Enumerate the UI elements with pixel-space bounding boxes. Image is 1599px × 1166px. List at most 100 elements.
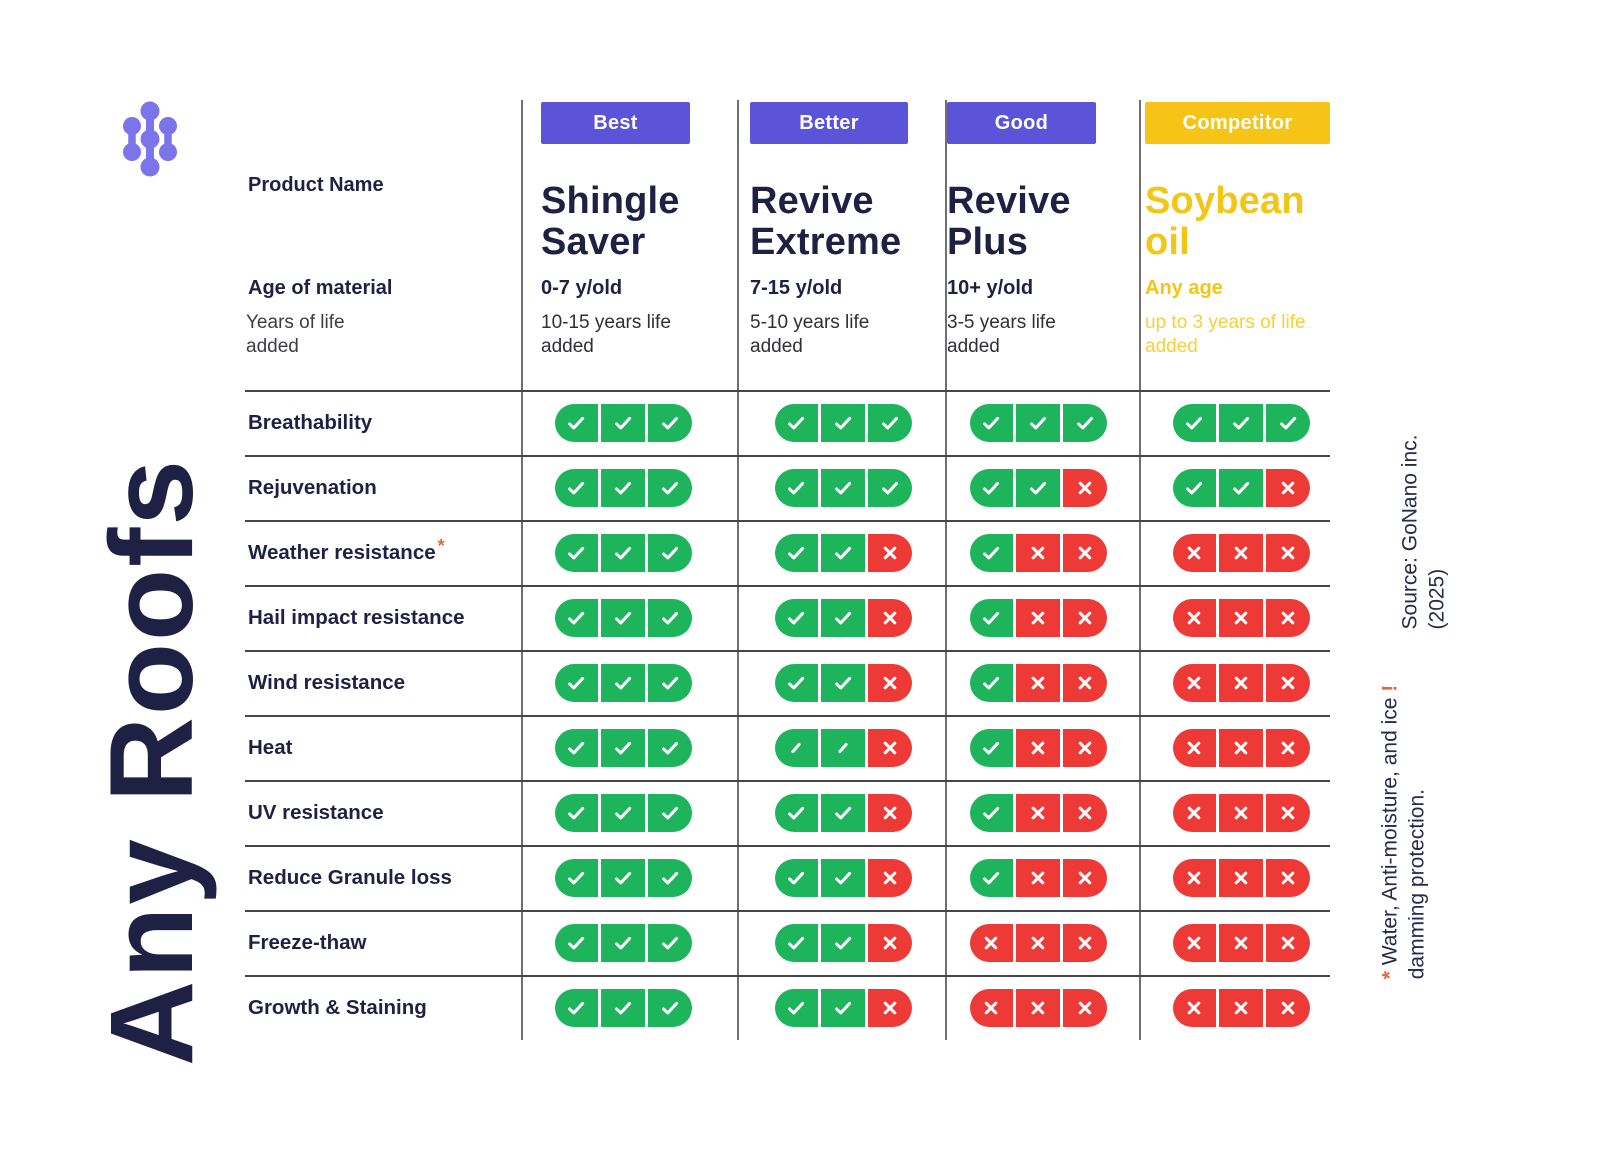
rating-pill: [1172, 988, 1310, 1027]
product-life: 5-10 years life added: [750, 312, 870, 358]
pill-segment-check: [1219, 403, 1263, 442]
pill-segment-x: [1062, 663, 1107, 702]
x-icon: [883, 676, 896, 689]
check-icon: [568, 936, 585, 949]
check-icon: [615, 1001, 632, 1014]
rating-pill: [969, 598, 1107, 637]
source-note-line1: Source: GoNano inc.: [1398, 434, 1422, 630]
check-icon: [788, 871, 805, 884]
rating-pill: [1172, 858, 1310, 897]
pill-segment-x: [1265, 663, 1310, 702]
check-icon: [615, 741, 632, 754]
pill-segment-check: [601, 403, 645, 442]
rating-pill: [969, 923, 1107, 962]
pill-segment-x: [1265, 858, 1310, 897]
row-label: Hail impact resistance: [248, 585, 518, 650]
x-icon: [1031, 741, 1045, 754]
x-icon: [1281, 611, 1294, 624]
rating-pill: [774, 403, 912, 442]
check-icon: [661, 481, 678, 494]
pill-segment-x: [1219, 923, 1263, 962]
x-icon: [1188, 611, 1201, 624]
check-icon: [788, 1001, 805, 1014]
pill-segment-check: [1172, 403, 1217, 442]
check-icon: [661, 611, 678, 624]
check-icon: [881, 481, 898, 494]
check-icon: [1279, 416, 1296, 429]
pill-segment-check: [1062, 403, 1107, 442]
rating-pill: [1172, 598, 1310, 637]
x-icon: [1281, 936, 1294, 949]
pill-segment-check: [647, 793, 692, 832]
footnote: * Water, Anti-moisture, and ice ! dammin…: [1377, 685, 1432, 980]
rating-pill: [554, 923, 692, 962]
pill-segment-check: [647, 598, 692, 637]
check-icon: [568, 676, 585, 689]
pill-segment-check: [554, 923, 599, 962]
check-icon: [615, 676, 632, 689]
x-icon: [1234, 936, 1248, 949]
tier-badge-good: Good: [947, 102, 1096, 144]
row-label: Freeze-thaw: [248, 910, 518, 975]
rating-pill: [774, 468, 912, 507]
product-age: 0-7 y/old: [541, 277, 623, 299]
pill-segment-check: [774, 663, 819, 702]
rating-pill: [554, 403, 692, 442]
pill-segment-x: [1265, 468, 1310, 507]
pill-segment-x: [1219, 533, 1263, 572]
check-icon: [568, 1001, 585, 1014]
molecule-icon: [123, 101, 177, 177]
pill-segment-x: [1219, 663, 1263, 702]
row-label-text: Weather resistance: [248, 540, 436, 564]
check-icon: [568, 871, 585, 884]
x-icon: [883, 806, 896, 819]
pill-segment-check: [821, 403, 865, 442]
pill-segment-check: [647, 728, 692, 767]
check-icon: [983, 806, 1000, 819]
row-label: Growth & Staining: [248, 975, 518, 1040]
pill-segment-check: [774, 988, 819, 1027]
check-icon: [983, 611, 1000, 624]
x-icon: [883, 546, 896, 559]
row-label-text: Breathability: [248, 410, 373, 434]
pill-segment-x: [1172, 598, 1217, 637]
rating-pill: [774, 858, 912, 897]
rating-pill: [1172, 468, 1310, 507]
check-icon: [661, 416, 678, 429]
pill-segment-x: [1219, 793, 1263, 832]
x-icon: [1281, 806, 1294, 819]
pill-segment-check: [1016, 403, 1060, 442]
rating-pill: [969, 728, 1107, 767]
pill-segment-check: [601, 728, 645, 767]
pill-segment-check: [601, 988, 645, 1027]
check-icon: [788, 416, 805, 429]
x-icon: [883, 611, 896, 624]
pill-segment-x: [1016, 663, 1060, 702]
x-icon: [1234, 546, 1248, 559]
x-icon: [1078, 1001, 1091, 1014]
pill-segment-check: [821, 468, 865, 507]
slash-icon: [838, 742, 848, 753]
x-icon: [1188, 741, 1201, 754]
row-label: Wind resistance: [248, 650, 518, 715]
x-icon: [1234, 676, 1248, 689]
rating-pill: [969, 403, 1107, 442]
check-icon: [661, 741, 678, 754]
pill-segment-check: [601, 468, 645, 507]
x-icon: [1234, 806, 1248, 819]
check-icon: [615, 871, 632, 884]
product-age: 10+ y/old: [947, 277, 1034, 299]
pill-segment-x: [867, 858, 912, 897]
check-icon: [661, 1001, 678, 1014]
rating-pill: [554, 728, 692, 767]
x-icon: [1281, 741, 1294, 754]
check-icon: [615, 936, 632, 949]
row-label-text: Heat: [248, 735, 293, 759]
pill-segment-x: [1219, 988, 1263, 1027]
check-icon: [835, 871, 852, 884]
x-icon: [883, 936, 896, 949]
row-label: Weather resistance *: [248, 520, 518, 585]
pill-segment-check: [601, 858, 645, 897]
x-icon: [1078, 546, 1091, 559]
